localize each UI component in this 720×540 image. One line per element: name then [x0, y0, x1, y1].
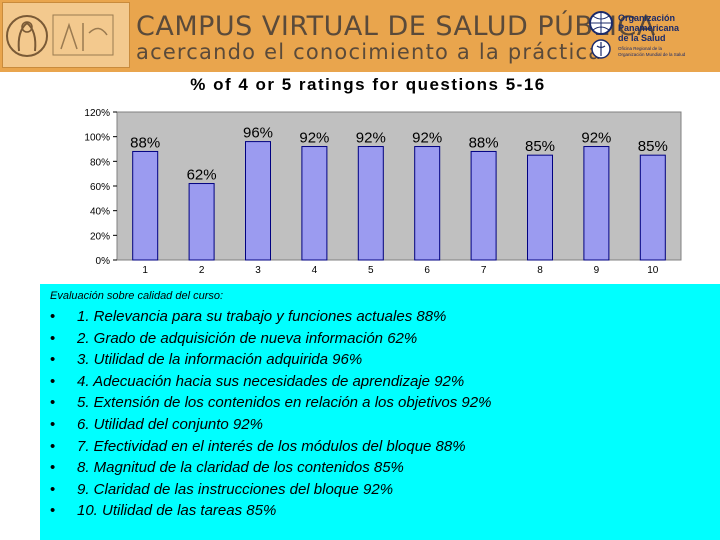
- y-tick-label: 60%: [90, 182, 110, 193]
- bar: [245, 141, 271, 261]
- list-item: • 9. Claridad de las instrucciones del bl…: [50, 479, 491, 501]
- x-tick-label: 2: [199, 265, 205, 276]
- ops-logo: Organización Panamericana de la Salud Of…: [588, 10, 716, 62]
- y-tick-label: 100%: [84, 133, 110, 144]
- org-note1: Oficina Regional de la: [618, 46, 663, 51]
- globe-icon: [589, 11, 613, 35]
- list-item-text: 4. Adecuación hacia sus necesidades de a…: [77, 372, 465, 390]
- who-emblem-icon: [591, 39, 611, 59]
- header-banner: CAMPUS VIRTUAL DE SALUD PÚBLICA acercand…: [0, 0, 720, 72]
- x-tick-label: 7: [481, 265, 487, 276]
- list-item: • 4. Adecuación hacia sus necesidades de …: [50, 371, 491, 393]
- bar-value-label: 92%: [581, 130, 611, 147]
- x-tick-label: 3: [255, 265, 261, 276]
- org-line2: Panamericana: [618, 23, 680, 33]
- bar: [639, 154, 666, 261]
- header-title: CAMPUS VIRTUAL DE SALUD PÚBLICA: [136, 11, 656, 42]
- bar-value-label: 88%: [469, 134, 499, 151]
- org-note2: Organización Mundial de la Salud: [618, 52, 686, 57]
- bar-value-label: 92%: [299, 130, 329, 147]
- chart-title: % of 4 or 5 ratings for questions 5-16: [190, 75, 546, 94]
- bar: [583, 146, 610, 261]
- bar: [357, 146, 384, 261]
- bar: [132, 150, 159, 261]
- bar-value-label: 62%: [187, 167, 217, 184]
- list-item-text: 9. Claridad de las instrucciones del blo…: [77, 480, 394, 498]
- x-tick-label: 10: [647, 265, 659, 276]
- bullet-icon: •: [50, 502, 56, 520]
- evaluation-title: Evaluación sobre calidad del curso:: [50, 290, 224, 302]
- list-item-text: 7. Efectividad en el interés de los módu…: [77, 437, 466, 455]
- y-tick-label: 120%: [84, 108, 110, 119]
- list-item: • 10. Utilidad de las tareas 85%: [50, 500, 491, 522]
- bar: [188, 183, 215, 261]
- list-item-text: 6. Utilidad del conjunto 92%: [77, 415, 263, 433]
- evaluation-panel: Evaluación sobre calidad del curso: • 1. …: [40, 284, 720, 540]
- y-tick-label: 0%: [96, 256, 111, 267]
- chart-panel: % of 4 or 5 ratings for questions 5-16 0…: [38, 72, 720, 284]
- bar-value-label: 85%: [525, 138, 555, 155]
- bullet-icon: •: [50, 372, 56, 390]
- bar: [470, 150, 497, 261]
- x-tick-label: 5: [368, 265, 374, 276]
- evaluation-list: • 1. Relevancia para su trabajo y funcion…: [50, 306, 491, 522]
- bullet-icon: •: [50, 459, 56, 477]
- bar-value-label: 92%: [356, 130, 386, 147]
- list-item-text: 8. Magnitud de la claridad de los conten…: [77, 459, 404, 477]
- bar-value-label: 88%: [130, 134, 160, 151]
- x-tick-label: 1: [142, 265, 148, 276]
- campus-logo: [2, 2, 130, 68]
- x-tick-label: 4: [312, 265, 318, 276]
- list-item: • 8. Magnitud de la claridad de los conte…: [50, 457, 491, 479]
- bar-value-label: 85%: [638, 138, 668, 155]
- org-line1: Organización: [618, 13, 675, 23]
- bullet-icon: •: [50, 308, 56, 325]
- x-tick-label: 9: [594, 265, 600, 276]
- bullet-icon: •: [50, 437, 56, 455]
- list-item: • 7. Efectividad en el interés de los mód…: [50, 436, 491, 458]
- list-item: • 5. Extensión de los contenidos en relac…: [50, 392, 491, 414]
- list-item-text: 3. Utilidad de la información adquirida …: [77, 351, 363, 369]
- bar-value-label: 92%: [412, 130, 442, 147]
- y-tick-label: 40%: [90, 207, 110, 218]
- y-tick-label: 80%: [90, 157, 110, 168]
- list-item: • 2. Grado de adquisición de nueva inform…: [50, 328, 491, 350]
- list-item-text: 2. Grado de adquisición de nueva informa…: [77, 329, 418, 347]
- x-tick-label: 6: [424, 265, 430, 276]
- bullet-icon: •: [50, 415, 56, 433]
- bar-value-label: 96%: [243, 125, 273, 142]
- bullet-icon: •: [50, 351, 56, 369]
- bullet-icon: •: [50, 394, 56, 412]
- list-item-text: 10. Utilidad de las tareas 85%: [77, 502, 277, 520]
- y-tick-label: 20%: [90, 231, 110, 242]
- list-item: • 1. Relevancia para su trabajo y funcion…: [50, 306, 491, 328]
- list-item-text: 1. Relevancia para su trabajo y funcione…: [77, 308, 447, 325]
- bullet-icon: •: [50, 329, 56, 347]
- list-item-text: 5. Extensión de los contenidos en relaci…: [77, 394, 492, 412]
- header-subtitle: acercando el conocimiento a la práctica: [136, 40, 603, 64]
- list-item: • 3. Utilidad de la información adquirida…: [50, 349, 491, 371]
- org-line3: de la Salud: [618, 33, 666, 43]
- list-item: • 6. Utilidad del conjunto 92%: [50, 414, 491, 436]
- bar: [301, 146, 328, 261]
- x-tick-label: 8: [537, 265, 543, 276]
- bar: [527, 154, 553, 261]
- bar: [414, 146, 441, 261]
- bar-chart: % of 4 or 5 ratings for questions 5-16 0…: [84, 75, 682, 276]
- bullet-icon: •: [50, 480, 56, 498]
